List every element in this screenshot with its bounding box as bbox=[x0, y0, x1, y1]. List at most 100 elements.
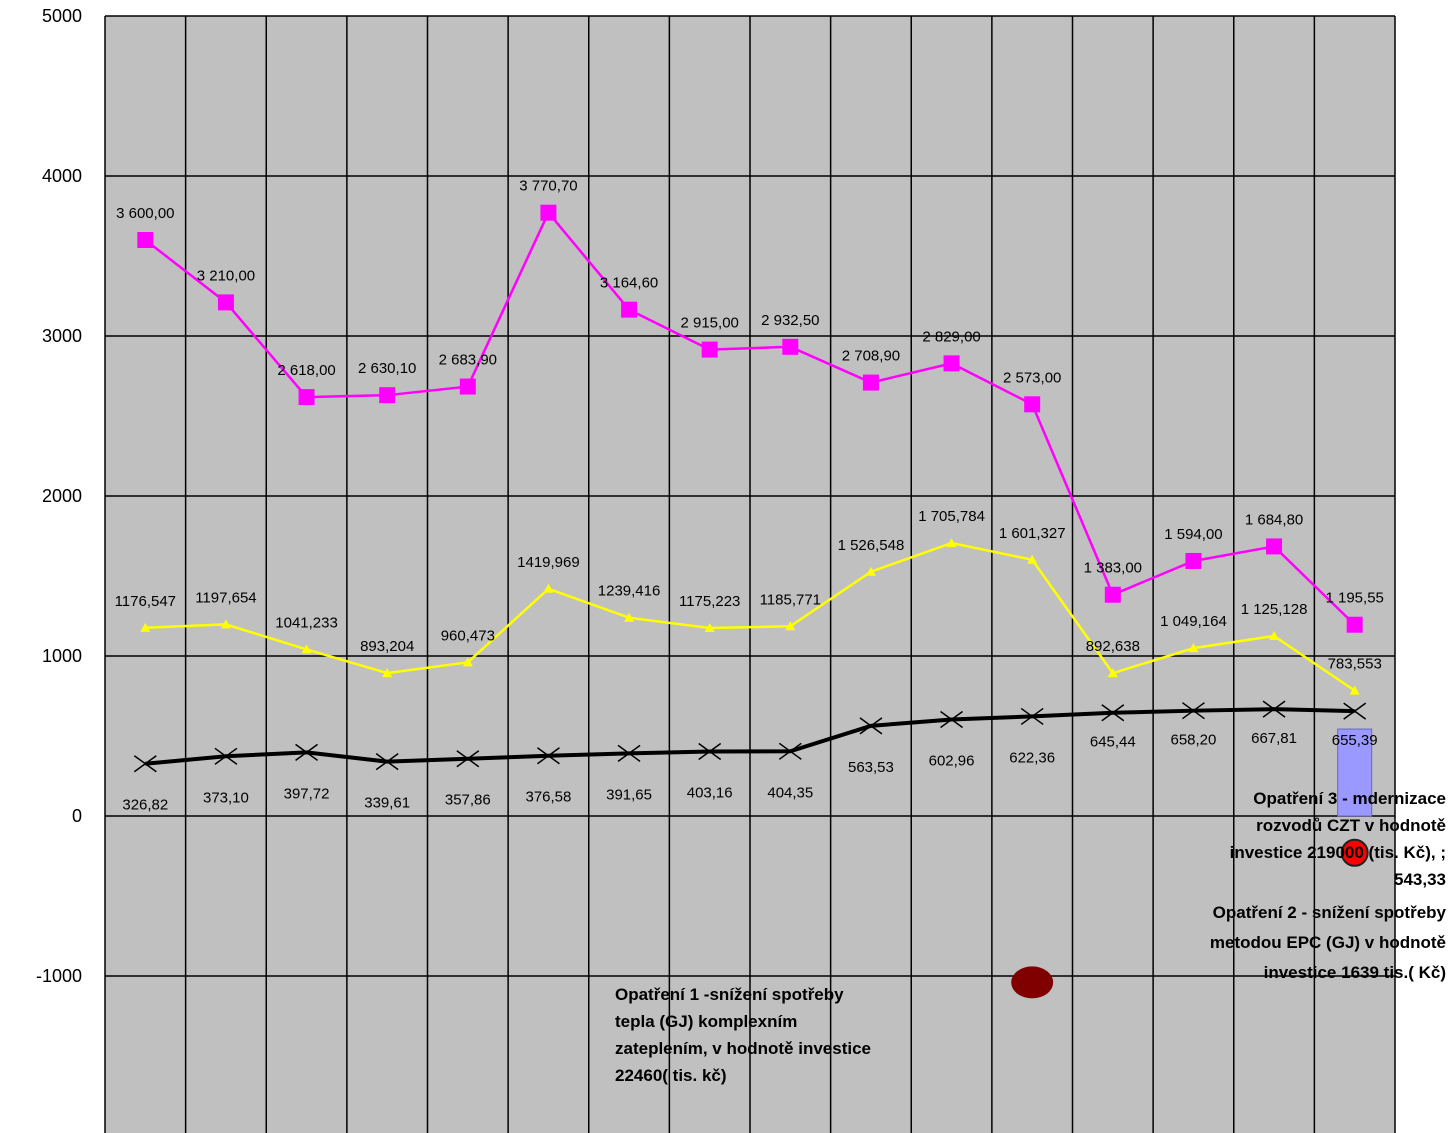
data-label: 404,35 bbox=[767, 784, 813, 801]
data-label: 622,36 bbox=[1009, 749, 1055, 766]
data-label: 563,53 bbox=[848, 759, 894, 776]
data-label: 1 195,55 bbox=[1325, 590, 1383, 607]
data-label: 403,16 bbox=[687, 784, 733, 801]
y-tick-label: 0 bbox=[72, 806, 82, 826]
data-label: 783,553 bbox=[1328, 656, 1382, 673]
gridlines bbox=[104, 15, 1396, 1133]
annotation-line: Opatření 1 -snížení spotřeby bbox=[615, 985, 844, 1004]
data-label: 326,82 bbox=[122, 797, 168, 814]
data-label: 2 932,50 bbox=[761, 312, 819, 329]
marker-square bbox=[540, 204, 557, 221]
marker-x bbox=[1262, 700, 1286, 718]
marker-square bbox=[621, 301, 638, 318]
marker-x bbox=[456, 750, 480, 768]
marker-square bbox=[943, 355, 960, 372]
marker-square bbox=[217, 294, 234, 311]
data-label: 2 829,00 bbox=[922, 328, 980, 345]
marker-square bbox=[1346, 616, 1363, 633]
data-label: 1 125,128 bbox=[1241, 601, 1308, 618]
marker-triangle bbox=[865, 566, 876, 576]
data-label: 1175,223 bbox=[679, 593, 740, 610]
marker-square bbox=[379, 387, 396, 404]
data-label: 391,65 bbox=[606, 786, 652, 803]
marker-x bbox=[1181, 702, 1205, 720]
marker-square bbox=[137, 232, 154, 248]
marker-triangle bbox=[704, 622, 715, 632]
bar bbox=[1337, 728, 1373, 817]
data-label: 339,61 bbox=[364, 795, 410, 812]
data-label: 602,96 bbox=[929, 753, 975, 770]
marker-square bbox=[1185, 552, 1202, 569]
marker-triangle bbox=[462, 657, 473, 667]
data-label: 3 600,00 bbox=[116, 205, 174, 222]
annotation-line: Opatření 3 - mdernizace bbox=[1253, 789, 1446, 808]
bars bbox=[1337, 728, 1373, 817]
point-darkred bbox=[1011, 966, 1054, 999]
marker-x bbox=[778, 742, 802, 760]
data-label: 667,81 bbox=[1251, 730, 1297, 747]
marker-x bbox=[214, 747, 238, 765]
marker-triangle bbox=[624, 612, 635, 622]
marker-triangle bbox=[1027, 554, 1038, 564]
annotation-line: tepla (GJ) komplexním bbox=[615, 1012, 797, 1031]
data-label: 2 708,90 bbox=[842, 348, 900, 365]
marker-x bbox=[859, 717, 883, 735]
y-tick-label: 1000 bbox=[42, 646, 82, 666]
series-line bbox=[145, 707, 1355, 766]
marker-triangle bbox=[785, 621, 796, 631]
marker-triangle bbox=[220, 619, 231, 629]
marker-square bbox=[782, 338, 799, 355]
data-label: 3 164,60 bbox=[600, 275, 658, 292]
data-label: 1 526,548 bbox=[838, 537, 905, 554]
annotation-line: investice 219000 (tis. Kč), ; bbox=[1230, 843, 1446, 862]
data-label: 2 573,00 bbox=[1003, 369, 1061, 386]
data-label: 397,72 bbox=[284, 785, 330, 802]
series-line bbox=[144, 210, 1356, 626]
data-label: 1419,969 bbox=[517, 554, 580, 571]
point-red bbox=[1340, 838, 1369, 867]
data-label: 1 049,164 bbox=[1160, 613, 1227, 630]
series-line bbox=[145, 541, 1356, 692]
annotation-line: 543,33 bbox=[1394, 870, 1446, 889]
data-label: 2 630,10 bbox=[358, 360, 416, 377]
marker-x bbox=[1343, 702, 1367, 720]
annotation-line: zateplením, v hodnotě investice bbox=[615, 1039, 871, 1058]
marker-triangle bbox=[1107, 668, 1118, 678]
y-tick-label: 3000 bbox=[42, 326, 82, 346]
marker-x bbox=[295, 743, 319, 761]
marker-triangle bbox=[946, 538, 957, 548]
marker-x bbox=[1101, 704, 1125, 722]
annotations: Opatření 3 - mdernizace rozvodů CZT v hod… bbox=[615, 789, 1447, 1085]
marker-x bbox=[698, 742, 722, 761]
data-label: 1 383,00 bbox=[1084, 560, 1142, 577]
series-markers bbox=[133, 204, 1367, 773]
marker-square bbox=[1266, 538, 1283, 555]
data-label: 658,20 bbox=[1170, 732, 1216, 749]
marker-x bbox=[536, 747, 560, 765]
data-label: 892,638 bbox=[1086, 638, 1140, 655]
data-labels: 3 600,00 3 210,00 2 618,00 2 630,10 2 683,90… bbox=[115, 178, 1384, 814]
marker-square bbox=[862, 374, 879, 391]
data-label: 357,86 bbox=[445, 792, 491, 809]
marker-triangle bbox=[1349, 685, 1360, 695]
marker-square bbox=[298, 389, 315, 406]
data-label: 1 705,784 bbox=[918, 508, 985, 525]
marker-triangle bbox=[1269, 630, 1280, 640]
extra-points bbox=[1011, 838, 1369, 999]
data-label: 2 915,00 bbox=[680, 315, 738, 332]
annotation-line: Opatření 2 - snížení spotřeby bbox=[1213, 903, 1447, 922]
data-label: 1 684,80 bbox=[1245, 511, 1303, 528]
data-label: 3 210,00 bbox=[197, 267, 255, 284]
annotation-line: 22460( tis. kč) bbox=[615, 1066, 727, 1085]
y-tick-label: 4000 bbox=[42, 166, 82, 186]
marker-square bbox=[701, 341, 718, 358]
data-label: 655,39 bbox=[1332, 732, 1378, 749]
marker-triangle bbox=[1188, 643, 1199, 653]
y-tick-label: 5000 bbox=[42, 6, 82, 26]
data-label: 373,10 bbox=[203, 789, 249, 806]
data-label: 1185,771 bbox=[760, 591, 821, 608]
marker-x bbox=[617, 744, 641, 762]
data-label: 2 618,00 bbox=[277, 362, 335, 379]
series-lines bbox=[144, 210, 1356, 766]
